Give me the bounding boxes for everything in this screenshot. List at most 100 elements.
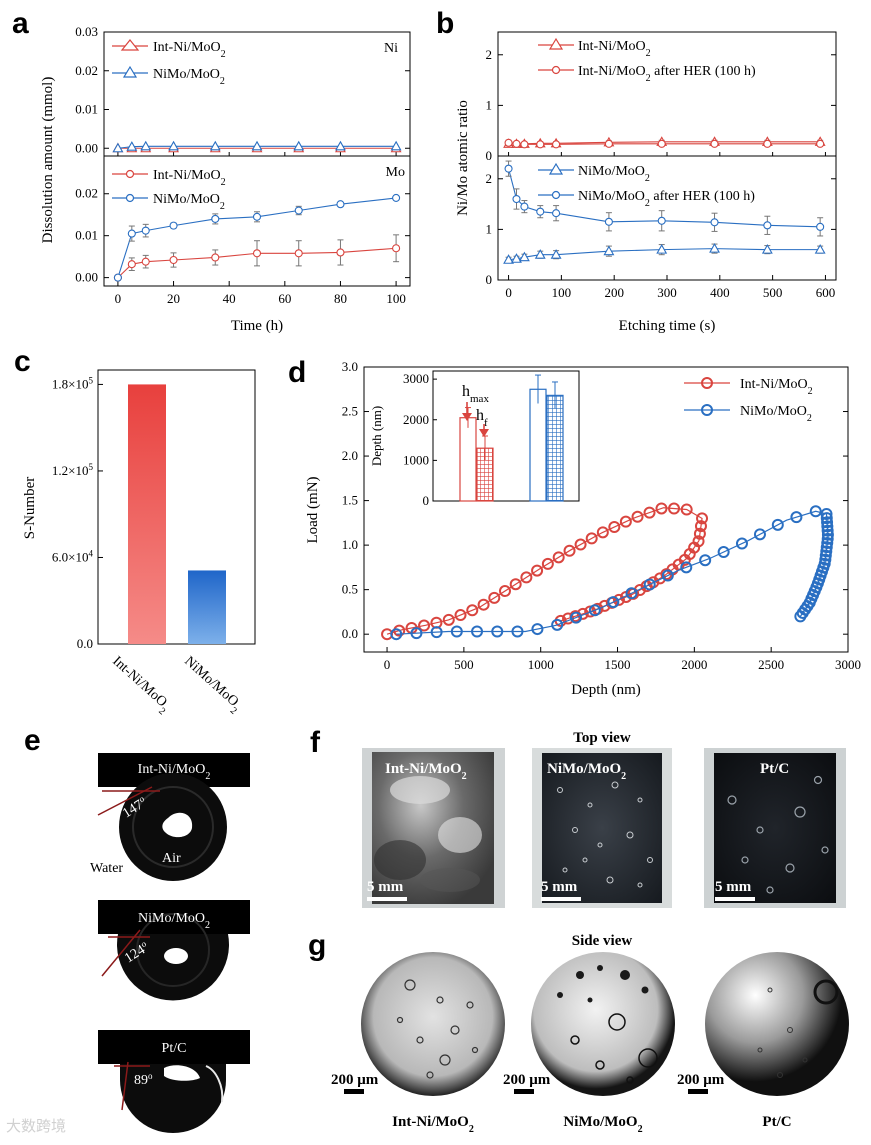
b-xlabel: Etching time (s) xyxy=(619,318,716,334)
f-photo-3-scale: 5 mm xyxy=(715,879,752,895)
d-series-0-point xyxy=(696,512,709,525)
g-photo-1-scalebar xyxy=(344,1089,364,1094)
b-bottom-series-1-point xyxy=(657,216,666,225)
x-tick-label: 600 xyxy=(816,285,836,300)
f-title: Top view xyxy=(573,730,631,746)
d-series-0-point xyxy=(498,585,511,598)
x-tick-label: 3000 xyxy=(835,657,861,672)
d-series-1-point xyxy=(625,587,638,600)
b-bottom-series-0-point xyxy=(518,251,530,262)
b-bottom-series-0-point xyxy=(503,254,515,264)
d-series-1-point xyxy=(820,541,833,554)
d-series-1-point xyxy=(551,618,564,631)
d-series-1-point xyxy=(390,628,403,641)
d-series-1-point xyxy=(753,528,766,541)
b-bottom-series-0-line xyxy=(508,248,821,261)
c-xtick-1: Int-Ni/MoO2 xyxy=(106,654,173,717)
a-top-series-1-point xyxy=(390,140,402,151)
b-top-series-1-point xyxy=(657,139,666,148)
e-drop-1: Int-Ni/MoO2 147o Air Water xyxy=(90,753,250,881)
d-series-0-point xyxy=(655,502,668,515)
x-tick-label: 2000 xyxy=(681,657,707,672)
a-bottom-series-1-point xyxy=(169,221,178,230)
g-photo-2-scalebar xyxy=(514,1089,534,1094)
b-top-series-1-point xyxy=(763,139,772,148)
a-bottom-legend: Int-Ni/MoO2 NiMo/MoO2 xyxy=(112,168,226,212)
b-bottom-series-0-point xyxy=(550,249,562,259)
panel-letter-a: a xyxy=(12,7,29,40)
d-inset-bar-1 xyxy=(459,417,477,502)
c-ylabel: S-Number xyxy=(22,477,38,540)
d-series-1-point xyxy=(643,578,656,591)
d-series-0-point xyxy=(466,604,479,617)
c-xtick-2: NiMo/MoO2 xyxy=(178,654,244,717)
b-top-series-1-point xyxy=(504,138,513,147)
d-series-0-point xyxy=(643,506,656,519)
g-photo-2-scale: 200 μm xyxy=(503,1072,551,1088)
g-photo-1: 200 μm Int-Ni/MoO2 xyxy=(331,952,505,1135)
panel-f-top-view: Top view Int-Ni/MoO2 5 mm NiMo/MoO2 5 xyxy=(362,730,846,908)
a-top-legend-1: Int-Ni/MoO2 xyxy=(153,40,226,60)
b-top-legend: Int-Ni/MoO2 Int-Ni/MoO2 after HER (100 h… xyxy=(538,37,756,84)
a-bottom-series-0-point xyxy=(169,255,178,265)
b-bottom-legend-1: NiMo/MoO2 xyxy=(578,164,650,184)
b-top-series-1-point xyxy=(552,140,561,149)
b-top-series-1-point xyxy=(710,139,719,148)
panel-g-side-view: Side view 200 μm Int-Ni/MoO2 200 μm xyxy=(331,933,849,1135)
f-photo-3-scalebar xyxy=(715,897,755,901)
d-series-1-point xyxy=(471,625,484,638)
x-tick-label: 40 xyxy=(223,291,236,306)
x-tick-label: 300 xyxy=(657,285,677,300)
d-series-0-point xyxy=(693,527,706,540)
a-top-series-1-point xyxy=(293,140,305,151)
e-air-label: Air xyxy=(162,851,181,866)
g-photo-3-label: Pt/C xyxy=(762,1114,791,1130)
y-tick-label: 0.03 xyxy=(75,24,98,39)
d-series-1-point xyxy=(430,626,443,639)
d-series-1-point xyxy=(735,537,748,550)
x-tick-label: 100 xyxy=(552,285,572,300)
a-top-legend-2: NiMo/MoO2 xyxy=(153,67,225,87)
d-frame xyxy=(363,366,849,653)
d-series-1-point xyxy=(819,549,832,562)
a-bottom-series-0-point xyxy=(392,244,401,253)
y-tick-label: 0 xyxy=(486,148,493,163)
d-series-0-point xyxy=(574,538,587,551)
d-series-1-point xyxy=(821,524,834,537)
d-inset-hmax-label: hmax xyxy=(462,383,489,405)
e-substrate-3 xyxy=(98,1030,250,1064)
y-tick-label: 0.00 xyxy=(75,140,98,155)
a-top-series-1-point xyxy=(140,140,152,151)
a-top-legend: Int-Ni/MoO2 NiMo/MoO2 xyxy=(112,39,226,87)
e-angle-3: 89o xyxy=(134,1071,153,1088)
e-droplet-2 xyxy=(117,934,229,1001)
d-series-1-point xyxy=(607,596,620,609)
d-legend: Int-Ni/MoO2 NiMo/MoO2 xyxy=(684,377,813,424)
y-tick-label: 3.0 xyxy=(342,359,358,374)
d-series-1-point xyxy=(820,512,833,525)
a-xlabel: Time (h) xyxy=(231,318,283,334)
b-bottom-series-0-point xyxy=(709,242,720,253)
b-top-frame xyxy=(497,31,837,157)
a-bottom-frame xyxy=(103,155,411,287)
x-tick-label: 1000 xyxy=(528,657,554,672)
a-bottom-series-0-point xyxy=(294,249,303,258)
d-series-1-point xyxy=(821,520,834,533)
y-tick-label: 2 xyxy=(486,171,493,186)
d-legend-2: NiMo/MoO2 xyxy=(740,404,812,424)
a-top-series-1-point xyxy=(168,140,179,151)
d-series-0-point xyxy=(668,502,681,515)
c-bar-1 xyxy=(128,384,166,644)
d-series-0-point xyxy=(680,503,693,516)
a-top-series-1-point xyxy=(112,142,124,153)
y-tick-label: 1.0 xyxy=(342,537,358,552)
b-top-series-1-point xyxy=(604,139,613,148)
e-water-label: Water xyxy=(90,861,123,876)
b-bottom-series-1-point xyxy=(552,209,561,218)
d-series-1-point xyxy=(717,546,730,559)
d-series-0-point xyxy=(442,613,455,626)
y-tick-label: 0.0 xyxy=(342,626,358,641)
b-bottom-series-0-point xyxy=(603,245,615,256)
a-bottom-series-1-point xyxy=(252,212,262,221)
